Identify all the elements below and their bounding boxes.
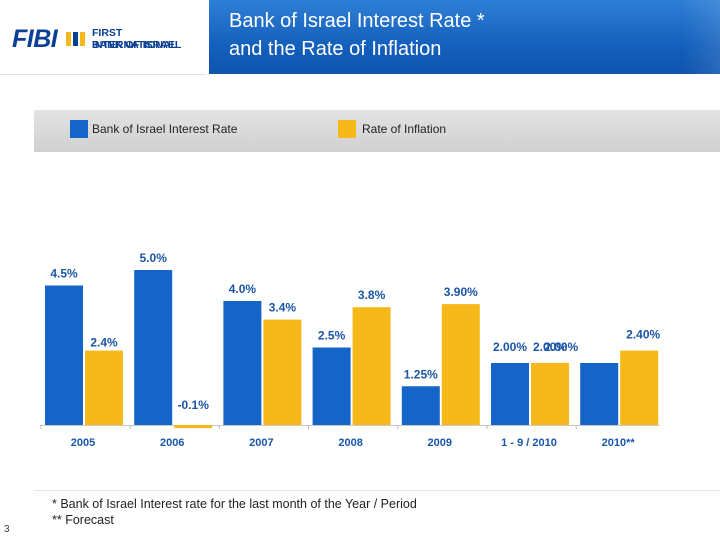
x-tick-label: 2005 [71,437,95,449]
data-label: 2.00% [544,340,578,354]
data-label: 1.25% [404,367,438,381]
bar-inflation [85,350,123,425]
legend-label-inflation: Rate of Inflation [362,122,447,136]
bar-inflation [620,350,659,425]
logo: FIBI FIRST INTERNATIONAL BANK OF ISRAEL [0,0,206,75]
footnote-forecast: ** Forecast [52,513,114,527]
bar-interest-rate [223,301,262,425]
bar-interest-rate [312,347,351,425]
footnote-interest: * Bank of Israel Interest rate for the l… [52,497,417,511]
data-label: 3.8% [358,288,386,302]
data-label: 3.90% [444,285,478,299]
x-tick-label: 2008 [338,437,362,449]
data-label: 2.4% [90,336,118,350]
data-label: 2.00% [493,340,527,354]
page-number: 3 [4,524,10,535]
data-label: 4.5% [50,267,78,281]
x-tick-label: 2007 [249,437,273,449]
divider [34,490,720,491]
data-label: 5.0% [140,251,168,265]
x-tick-label: 2010** [602,437,636,449]
bar-chart: 2005 4.5% 2.4% 2006 5.0% -0.1% 2007 4.0% 3.4% 200… [40,251,661,449]
banner-stripe [683,0,720,74]
page-title-line1: Bank of Israel Interest Rate * [229,10,485,32]
legend-swatch-inflation [338,120,356,138]
bar-interest-rate [401,386,440,425]
bar-interest-rate [491,363,529,425]
x-tick-label: 2006 [160,437,184,449]
page-title-line2: and the Rate of Inflation [229,38,442,60]
x-tick-label: 1 - 9 / 2010 [501,437,557,449]
data-label: 2.40% [626,328,660,342]
bar-inflation [263,319,302,425]
bar-interest-rate [45,285,83,425]
bar-inflation [531,363,569,425]
logo-wordmark: FIBI [12,25,58,53]
bar-interest-rate [134,270,173,425]
title-banner: Bank of Israel Interest Rate * and the R… [206,0,720,74]
data-label: 4.0% [229,282,257,296]
logo-text-line1: FIRST INTERNATIONAL [92,27,177,51]
legend-label-interest: Bank of Israel Interest Rate [92,122,238,136]
x-tick-label: 2009 [428,437,452,449]
data-label: 2.5% [318,329,346,343]
legend-swatch-interest [70,120,88,138]
bar-interest-rate [580,363,619,425]
bank-emblem-icon [66,32,85,46]
data-label: 3.4% [269,301,297,315]
bar-inflation [174,425,213,429]
chart-legend: Bank of Israel Interest Rate Rate of Inf… [34,110,720,152]
logo-text-line2: BANK OF ISRAEL [92,39,182,51]
data-label: 2.00% [533,340,567,354]
bar-inflation [352,307,391,425]
bar-inflation [441,304,480,425]
data-label: -0.1% [178,398,210,412]
